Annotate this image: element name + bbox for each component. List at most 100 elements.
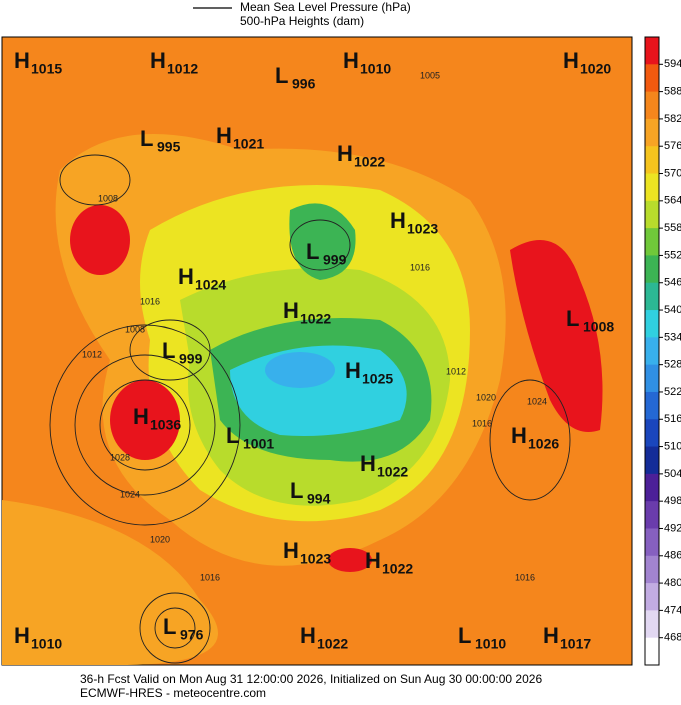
colorbar-label: 588 <box>664 86 681 98</box>
colorbar-swatch <box>645 255 659 284</box>
colorbar: 594 588 582 576 570 564 558 552 546 540 534 528 522 5… <box>644 36 681 666</box>
colorbar-swatch <box>645 200 659 229</box>
pressure-center-type: H <box>150 48 166 73</box>
colorbar-label: 498 <box>664 495 681 507</box>
pressure-center-type: L <box>290 478 303 503</box>
isobar-label: 1020 <box>150 534 170 544</box>
colorbar-label: 486 <box>664 550 681 562</box>
isobars <box>49 154 571 664</box>
isobar-label: 1028 <box>110 452 130 462</box>
map <box>1 36 633 666</box>
pressure-center-value: 1025 <box>362 371 393 387</box>
colorbar-label: 492 <box>664 522 681 534</box>
pressure-center-value: 995 <box>157 139 181 155</box>
colorbar-label: 480 <box>664 577 681 589</box>
isobar-label: 1016 <box>410 262 430 272</box>
legend-mslp: Mean Sea Level Pressure (hPa) <box>240 0 411 14</box>
colorbar-label: 594 <box>664 58 681 70</box>
isobar-label: 1016 <box>140 296 160 306</box>
colorbar-label: 576 <box>664 140 681 152</box>
colorbar-label: 534 <box>664 331 681 343</box>
pressure-center-value: 1023 <box>300 551 331 567</box>
colorbar-label: 504 <box>664 468 681 480</box>
pressure-center-value: 1017 <box>560 636 591 652</box>
colorbar-label: 582 <box>664 113 681 125</box>
pressure-center-type: H <box>345 358 361 383</box>
pressure-center-type: L <box>566 306 579 331</box>
pressure-center-type: H <box>216 123 232 148</box>
colorbar-label: 564 <box>664 195 681 207</box>
colorbar-swatch <box>645 419 659 448</box>
pressure-center-type: L <box>458 623 471 648</box>
isobar-label: 1005 <box>420 70 440 80</box>
pressure-center-type: H <box>390 208 406 233</box>
pressure-center-value: 1020 <box>580 61 611 77</box>
pressure-center-value: 1022 <box>317 636 348 652</box>
colorbar-label: 558 <box>664 222 681 234</box>
colorbar-swatch <box>645 583 659 611</box>
colorbar-swatch <box>645 501 659 529</box>
colorbar-swatch <box>645 473 659 502</box>
pressure-center-value: 1024 <box>195 277 226 293</box>
pressure-center-value: 1008 <box>583 319 614 335</box>
pressure-center-value: 1010 <box>475 636 506 652</box>
pressure-center-value: 994 <box>307 491 331 507</box>
colorbar-swatch <box>645 173 659 202</box>
colorbar-swatch <box>645 391 659 420</box>
colorbar-label: 510 <box>664 440 681 452</box>
pressure-center-value: 1022 <box>354 154 385 170</box>
colorbar-swatch <box>645 118 659 147</box>
colorbar-swatch <box>645 146 659 175</box>
colorbar-swatch <box>645 528 659 557</box>
isobar-label: 1012 <box>82 349 102 359</box>
pressure-center-type: H <box>283 298 299 323</box>
legend-heights: 500-hPa Heights (dam) <box>240 14 364 28</box>
field <box>2 500 218 665</box>
pressure-center-type: H <box>511 423 527 448</box>
pressure-center-value: 1023 <box>407 221 438 237</box>
pressure-center-type: L <box>163 614 176 639</box>
pressure-center-value: 1001 <box>243 436 274 452</box>
pressure-center-value: 1022 <box>382 561 413 577</box>
pressure-center-value: 976 <box>180 627 204 643</box>
isobar-label: 1008 <box>125 324 145 334</box>
pressure-center-value: 1022 <box>300 311 331 327</box>
colorbar-swatch <box>645 282 659 311</box>
colorbar-swatch <box>645 364 659 393</box>
isobar-label: 1020 <box>476 392 496 402</box>
colorbar-swatch <box>645 310 659 338</box>
footer-valid: 36-h Fcst Valid on Mon Aug 31 12:00:00 2… <box>80 672 542 686</box>
field <box>510 240 603 432</box>
pressure-center-value: 996 <box>292 76 316 92</box>
isobar-label: 1012 <box>446 366 466 376</box>
pressure-center-type: H <box>14 623 30 648</box>
pressure-center-type: H <box>178 264 194 289</box>
pressure-center-type: L <box>275 63 288 88</box>
isobar-label: 1016 <box>472 418 492 428</box>
colorbar-label: 540 <box>664 304 681 316</box>
pressure-center-type: L <box>140 126 153 151</box>
pressure-center-type: H <box>343 48 359 73</box>
pressure-center-type: H <box>365 548 381 573</box>
colorbar-swatch <box>645 91 659 120</box>
pressure-center-type: H <box>283 538 299 563</box>
isobar-label: 1024 <box>527 396 547 406</box>
pressure-center-type: H <box>300 623 316 648</box>
colorbar-swatch <box>645 610 659 639</box>
colorbar-swatch <box>645 637 659 666</box>
colorbar-swatch <box>645 64 659 93</box>
colorbar-label: 522 <box>664 386 681 398</box>
pressure-center-type: H <box>133 404 149 429</box>
isobar-label: 1024 <box>120 489 140 499</box>
pressure-center-value: 1036 <box>150 417 181 433</box>
pressure-center-type: H <box>14 48 30 73</box>
pressure-center-value: 1021 <box>233 136 264 152</box>
pressure-center-value: 999 <box>323 252 347 268</box>
footer-source: ECMWF-HRES - meteocentre.com <box>80 686 266 700</box>
colorbar-label: 528 <box>664 359 681 371</box>
pressure-center-type: H <box>337 141 353 166</box>
pressure-center-type: L <box>226 423 239 448</box>
pressure-center-type: H <box>543 623 559 648</box>
pressure-center-type: L <box>162 338 175 363</box>
isobar-label: 1016 <box>200 572 220 582</box>
